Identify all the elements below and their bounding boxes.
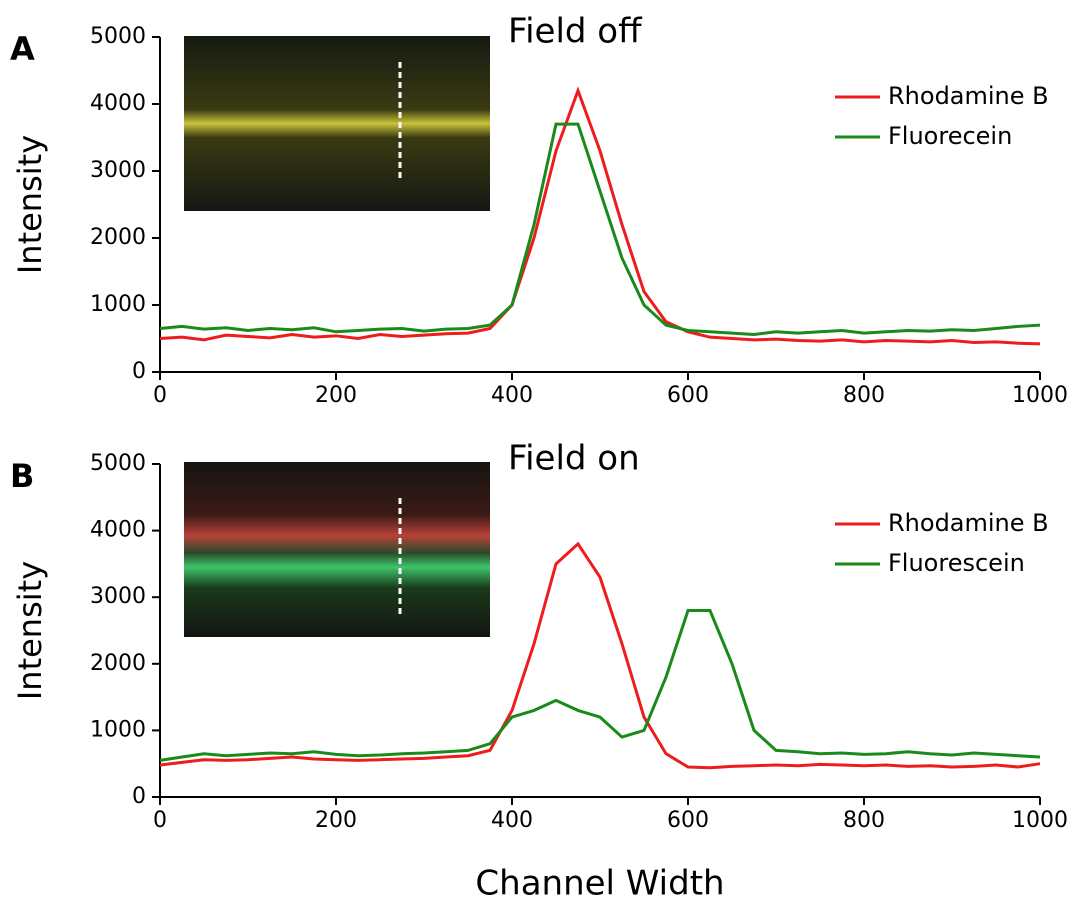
y-tick-label: 3000 — [90, 158, 146, 183]
panel-label: B — [10, 457, 34, 495]
data-line — [159, 86, 1041, 346]
x-tick-label: 800 — [843, 383, 885, 408]
x-tick-label: 200 — [315, 383, 357, 408]
x-tick-label: 600 — [667, 808, 709, 833]
x-tick-label: 600 — [667, 383, 709, 408]
y-tick-label: 4000 — [90, 518, 146, 543]
panel-label: A — [10, 30, 35, 68]
legend-label: Fluorescein — [888, 549, 1025, 577]
y-tick-label: 1000 — [90, 292, 146, 317]
y-axis-label: Intensity — [11, 135, 49, 274]
y-tick-label: 2000 — [90, 225, 146, 250]
y-tick-label: 5000 — [90, 451, 146, 476]
legend-label: Rhodamine B — [888, 509, 1049, 537]
legend-label: Rhodamine B — [888, 82, 1049, 110]
data-line — [159, 609, 1041, 762]
x-tick-label: 400 — [491, 383, 533, 408]
x-tick-label: 1000 — [1012, 808, 1068, 833]
x-tick-label: 0 — [153, 383, 167, 408]
x-tick-label: 800 — [843, 808, 885, 833]
y-tick-label: 0 — [132, 784, 146, 809]
chart-title: Field on — [508, 439, 640, 479]
x-tick-label: 1000 — [1012, 383, 1068, 408]
y-tick-label: 0 — [132, 359, 146, 384]
chart-title: Field off — [508, 12, 643, 52]
y-tick-label: 4000 — [90, 91, 146, 116]
x-tick-label: 400 — [491, 808, 533, 833]
y-tick-label: 1000 — [90, 717, 146, 742]
x-tick-label: 0 — [153, 808, 167, 833]
x-axis-label: Channel Width — [475, 864, 724, 904]
data-line — [159, 541, 1041, 770]
legend-label: Fluorecein — [888, 122, 1012, 150]
y-tick-label: 3000 — [90, 584, 146, 609]
x-tick-label: 200 — [315, 808, 357, 833]
inset-image — [184, 462, 490, 637]
data-line — [159, 122, 1041, 336]
y-tick-label: 5000 — [90, 24, 146, 49]
y-axis-label: Intensity — [11, 561, 49, 700]
y-tick-label: 2000 — [90, 651, 146, 676]
inset-image — [184, 36, 490, 211]
